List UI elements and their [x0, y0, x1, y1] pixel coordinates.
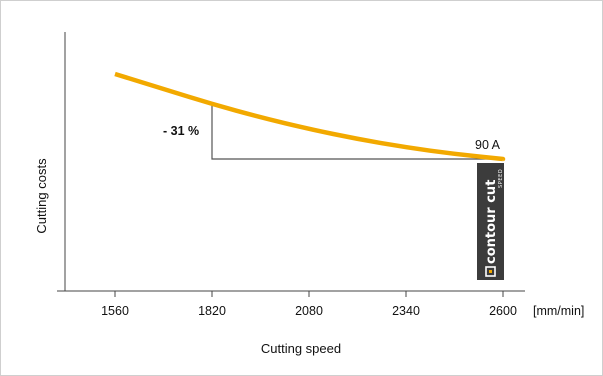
x-tick-label-2340: 2340 — [392, 304, 420, 318]
x-tick-label-2600: 2600 — [489, 304, 517, 318]
x-tick-label-1560: 1560 — [101, 304, 129, 318]
logo-subtext: SPEED — [498, 169, 504, 188]
contour-cut-logo: contour cut SPEED — [477, 163, 504, 280]
y-axis-title: Cutting costs — [34, 158, 49, 234]
cutting-cost-curve — [114, 71, 506, 162]
x-tick-labels: 1560 1820 2080 2340 2600 — [101, 304, 517, 318]
logo-background — [477, 163, 504, 280]
x-axis-title: Cutting speed — [261, 341, 341, 356]
x-axis-unit: [mm/min] — [533, 304, 584, 318]
logo-mark-icon — [485, 266, 496, 277]
x-ticks — [114, 291, 504, 297]
reduction-bracket — [211, 104, 503, 160]
current-label: 90 A — [475, 138, 501, 152]
reduction-label: - 31 % — [163, 124, 199, 138]
logo-text: contour cut — [484, 180, 499, 264]
x-tick-label-2080: 2080 — [295, 304, 323, 318]
x-tick-label-1820: 1820 — [198, 304, 226, 318]
